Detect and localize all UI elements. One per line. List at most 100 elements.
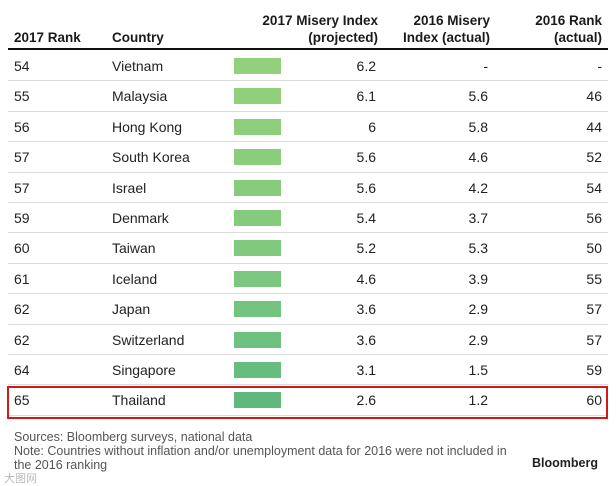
- rank-2016-cell: 57: [586, 331, 602, 348]
- row-divider: [8, 232, 608, 234]
- rank-cell: 54: [14, 58, 30, 74]
- index-bar: [234, 118, 281, 135]
- index-bar: [234, 240, 281, 257]
- header-2017-rank: 2017 Rank: [14, 30, 81, 45]
- table-row: 60 Taiwan 5.2 5.3 50: [0, 233, 616, 264]
- country-cell: Denmark: [112, 209, 169, 226]
- country-cell: Thailand: [112, 392, 166, 409]
- index-2016-cell: 1.5: [468, 361, 488, 378]
- table-row: 57 South Korea 5.6 4.6 52: [0, 142, 616, 173]
- rank-2016-cell: 52: [586, 149, 602, 166]
- header-2016-misery-index: 2016 Misery Index (actual): [403, 12, 490, 46]
- index-2017-cell: 6: [368, 118, 376, 135]
- rank-cell: 62: [14, 331, 30, 348]
- country-cell: Taiwan: [112, 240, 156, 257]
- row-divider: [8, 141, 608, 143]
- watermark: 大图网: [4, 473, 37, 485]
- rank-2016-cell: -: [597, 58, 602, 74]
- table-row: 62 Japan 3.6 2.9 57: [0, 294, 616, 325]
- country-cell: Malaysia: [112, 88, 168, 105]
- index-2017-cell: 6.1: [356, 88, 376, 105]
- rank-cell: 55: [14, 88, 30, 105]
- index-2016-cell: 2.9: [468, 331, 488, 348]
- index-2016-cell: 5.6: [468, 88, 488, 105]
- header-country: Country: [112, 30, 164, 45]
- header-2016-rank-line2: (actual): [553, 30, 602, 45]
- index-2016-cell: 5.8: [468, 118, 488, 135]
- rank-cell: 64: [14, 361, 30, 378]
- index-2016-cell: 5.3: [468, 240, 488, 257]
- index-2016-cell: 1.2: [468, 392, 488, 409]
- table-row: 55 Malaysia 6.1 5.6 46: [0, 81, 616, 112]
- sources-text: Sources: Bloomberg surveys, national dat…: [14, 430, 253, 444]
- index-2017-cell: 5.2: [356, 240, 376, 257]
- rank-2016-cell: 46: [586, 88, 602, 105]
- index-2017-cell: 5.4: [356, 209, 376, 226]
- index-bar: [234, 331, 281, 348]
- index-2016-cell: 2.9: [468, 301, 488, 318]
- country-cell: Singapore: [112, 361, 176, 378]
- index-2016-cell: 3.9: [468, 270, 488, 287]
- table-row: 57 Israel 5.6 4.2 54: [0, 173, 616, 203]
- header-2017-index-line2: (projected): [308, 30, 378, 45]
- index-bar: [234, 209, 281, 226]
- table-row: 56 Hong Kong 6 5.8 44: [0, 112, 616, 143]
- table-header: 2017 Rank Country 2017 Misery Index (pro…: [0, 10, 616, 46]
- rank-2016-cell: 50: [586, 240, 602, 257]
- country-cell: Iceland: [112, 270, 158, 287]
- rank-2016-cell: 44: [586, 118, 602, 135]
- country-cell: Hong Kong: [112, 118, 183, 135]
- index-2017-cell: 3.1: [356, 361, 376, 378]
- header-2016-index-line1: 2016 Misery: [413, 13, 490, 28]
- table-row: 54 Vietnam 6.2 - -: [0, 51, 616, 82]
- index-2017-cell: 5.6: [356, 179, 376, 196]
- rank-2016-cell: 60: [586, 392, 602, 409]
- rank-cell: 56: [14, 118, 30, 135]
- row-divider: [8, 414, 608, 416]
- header-2017-index-line1: 2017 Misery Index: [262, 13, 378, 28]
- index-2017-cell: 5.6: [356, 149, 376, 166]
- index-bar: [234, 149, 281, 166]
- country-cell: Vietnam: [112, 58, 164, 74]
- row-divider: [8, 384, 608, 386]
- rank-2016-cell: 55: [586, 270, 602, 287]
- table-row: 62 Switzerland 3.6 2.9 57: [0, 325, 616, 355]
- rank-cell: 62: [14, 301, 30, 318]
- index-bar: [234, 392, 281, 409]
- row-divider: [8, 353, 608, 355]
- row-divider: [8, 293, 608, 295]
- row-divider: [8, 171, 608, 173]
- index-2017-cell: 3.6: [356, 301, 376, 318]
- note-text: Note: Countries without inflation and/or…: [14, 444, 507, 472]
- index-2017-cell: 2.6: [356, 392, 376, 409]
- rank-cell: 57: [14, 149, 30, 166]
- rank-cell: 60: [14, 240, 30, 257]
- row-divider: [8, 323, 608, 325]
- table-row: 61 Iceland 4.6 3.9 55: [0, 264, 616, 295]
- highlight-box-thailand: [7, 386, 608, 419]
- rank-cell: 59: [14, 209, 30, 226]
- bloomberg-logo: Bloomberg: [532, 456, 598, 470]
- index-2016-cell: -: [483, 58, 488, 74]
- footer-notes: Sources: Bloomberg surveys, national dat…: [14, 430, 514, 472]
- header-2017-misery-index: 2017 Misery Index (projected): [262, 12, 378, 46]
- country-cell: Israel: [112, 179, 147, 196]
- rank-cell: 61: [14, 270, 30, 287]
- header-2016-rank: 2016 Rank (actual): [535, 12, 602, 46]
- row-divider: [8, 110, 608, 112]
- table-row: 59 Denmark 5.4 3.7 56: [0, 203, 616, 234]
- index-bar: [234, 301, 281, 318]
- index-bar: [234, 88, 281, 105]
- table-row: 64 Singapore 3.1 1.5 59: [0, 355, 616, 386]
- rank-2016-cell: 54: [586, 179, 602, 196]
- index-bar: [234, 361, 281, 378]
- header-2016-rank-line1: 2016 Rank: [535, 13, 602, 28]
- index-2016-cell: 4.6: [468, 149, 488, 166]
- rank-2016-cell: 56: [586, 209, 602, 226]
- row-divider: [8, 80, 608, 82]
- table-row: 65 Thailand 2.6 1.2 60: [0, 385, 616, 416]
- country-cell: Switzerland: [112, 331, 185, 348]
- country-cell: South Korea: [112, 149, 190, 166]
- row-divider: [8, 201, 608, 203]
- index-bar: [234, 58, 281, 74]
